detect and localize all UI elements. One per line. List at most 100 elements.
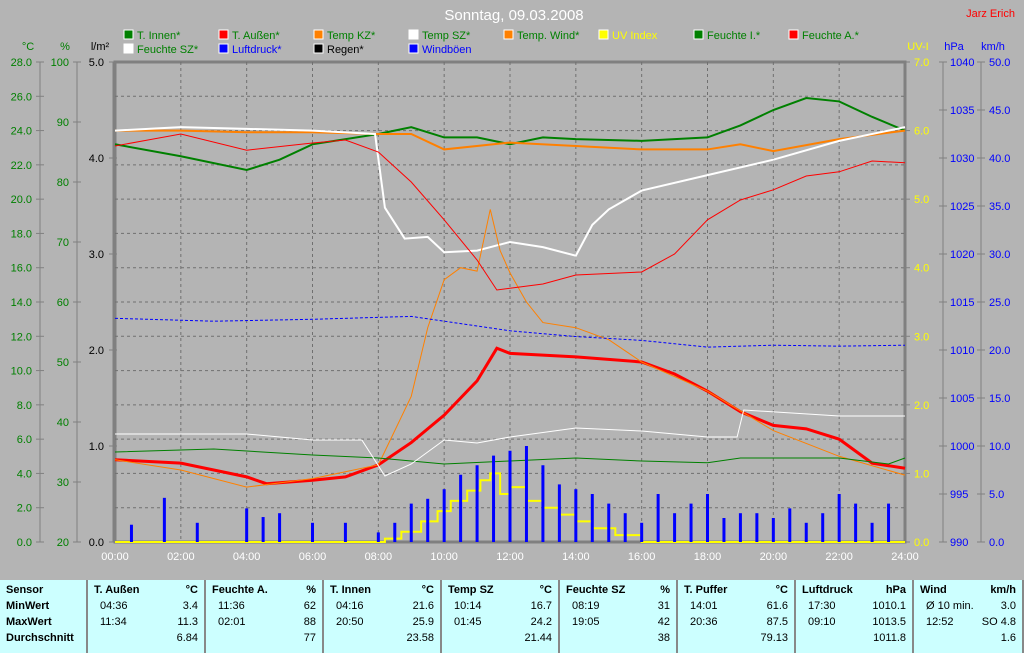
hum-tick-label: 40 (57, 417, 69, 429)
uv-tick-label: 5.0 (914, 194, 929, 206)
wind-tick-label: 15.0 (989, 393, 1010, 405)
legend-label: Temp. Wind* (517, 30, 580, 42)
legend-label: Feuchte SZ* (137, 44, 199, 56)
stat-column: Feuchte SZ% 08:19 31 19:05 42 38 (560, 580, 678, 653)
wind-tick-label: 20.0 (989, 345, 1010, 357)
legend-swatch (408, 43, 419, 54)
legend-swatch (408, 29, 419, 40)
min-value: 3.4 (182, 600, 198, 612)
hum-tick-label: 20 (57, 537, 69, 549)
column-unit: % (306, 584, 316, 596)
legend-swatch (123, 43, 134, 54)
weather-chart: 00:00 02:00 04:00 06:00 08:00 10:00 12:00 14:00… (11, 7, 1015, 563)
uv-tick-label: 1.0 (914, 468, 929, 480)
min-time: 08:19 (572, 600, 600, 612)
temp-tick-label: 16.0 (11, 263, 32, 275)
max-value: 25.9 (412, 616, 434, 628)
x-tick-label: 06:00 (299, 551, 327, 563)
avg-value: 38 (657, 632, 670, 644)
max-value: SO 4.8 (981, 616, 1016, 628)
sensor-column: Sensor MinWert MaxWert Durchschnitt (0, 580, 88, 653)
max-time: 20:36 (690, 616, 718, 628)
x-tick-label: 24:00 (891, 551, 919, 563)
row-label-avg: Durchschnitt (6, 632, 74, 644)
x-tick-label: 10:00 (430, 551, 458, 563)
uv-tick-label: 4.0 (914, 263, 929, 275)
avg-value: 77 (303, 632, 316, 644)
press-tick-label: 1000 (950, 441, 974, 453)
press-tick-label: 1040 (950, 57, 974, 69)
column-name: Feuchte SZ (566, 584, 626, 596)
press-tick-label: 1025 (950, 201, 974, 213)
legend-label: Feuchte I.* (707, 30, 761, 42)
max-time: 11:34 (100, 616, 127, 628)
column-name: Luftdruck (802, 584, 853, 596)
legend-swatch (313, 43, 324, 54)
hum-tick-label: 80 (57, 177, 69, 189)
max-value: 88 (303, 616, 316, 628)
series-line (114, 209, 906, 488)
min-value: 1010.1 (872, 600, 906, 612)
temp-tick-label: 0.0 (17, 537, 32, 549)
legend-swatch (503, 29, 514, 40)
rain-tick-label: 1.0 (89, 441, 104, 453)
legend-label: UV Index (612, 30, 658, 42)
uv-tick-label: 3.0 (914, 331, 929, 343)
author-label: Jarz Erich (966, 8, 1015, 20)
x-tick-label: 22:00 (825, 551, 853, 563)
wind-tick-label: 30.0 (989, 249, 1010, 261)
chart-title: Sonntag, 09.03.2008 (444, 7, 583, 24)
legend-label: Windböen (422, 44, 472, 56)
series-line (114, 315, 906, 348)
stat-column: Feuchte A.% 11:36 62 02:01 88 77 (206, 580, 324, 653)
x-tick-label: 02:00 (167, 551, 195, 563)
legend-label: Regen* (327, 44, 364, 56)
column-name: Temp SZ (448, 584, 494, 596)
rain-tick-label: 4.0 (89, 153, 104, 165)
press-tick-label: 1020 (950, 249, 974, 261)
press-tick-label: 995 (950, 489, 968, 501)
max-value: 1013.5 (872, 616, 906, 628)
legend-label: T. Innen* (137, 30, 181, 42)
legend-swatch (313, 29, 324, 40)
column-unit: °C (421, 584, 434, 596)
statistics-table: Sensor MinWert MaxWert Durchschnitt T. A… (0, 580, 1024, 653)
legend-swatch (123, 29, 134, 40)
avg-value: 1.6 (1000, 632, 1016, 644)
temp-tick-label: 18.0 (11, 228, 32, 240)
temp-tick-label: 2.0 (17, 503, 32, 515)
min-time: 04:36 (100, 600, 128, 612)
wind-tick-label: 10.0 (989, 441, 1010, 453)
wind-tick-label: 25.0 (989, 297, 1010, 309)
row-label-min: MinWert (6, 600, 50, 612)
x-tick-label: 00:00 (101, 551, 129, 563)
min-time: 04:16 (336, 600, 364, 612)
max-time: 12:52 (926, 616, 954, 628)
temp-tick-label: 26.0 (11, 91, 32, 103)
legend-label: T. Außen* (232, 30, 280, 42)
max-time: 01:45 (454, 616, 482, 628)
rain-tick-label: 0.0 (89, 537, 104, 549)
max-time: 19:05 (572, 616, 600, 628)
series-line (114, 126, 906, 257)
wind-tick-label: 5.0 (989, 489, 1004, 501)
max-value: 11.3 (177, 616, 198, 628)
min-time: 17:30 (808, 600, 836, 612)
series-line (114, 448, 906, 465)
stat-column: Wind km/h Ø 10 min. 3.0 12:52 SO 4.8 1.6 (914, 580, 1024, 653)
temp-tick-label: 24.0 (11, 126, 32, 138)
column-name: T. Außen (94, 584, 140, 596)
temp-tick-label: 8.0 (17, 400, 32, 412)
min-value: 61.6 (766, 600, 788, 612)
rain-tick-label: 3.0 (89, 249, 104, 261)
avg-value: 1011.8 (873, 632, 906, 644)
legend-swatch (218, 43, 229, 54)
min-time: 11:36 (218, 600, 245, 612)
avg-value: 23.58 (406, 632, 434, 644)
min-time: Ø 10 min. (926, 600, 974, 612)
x-tick-label: 12:00 (496, 551, 524, 563)
column-unit: °C (185, 584, 198, 596)
max-value: 87.5 (766, 616, 788, 628)
temp-axis-unit: °C (22, 41, 34, 53)
